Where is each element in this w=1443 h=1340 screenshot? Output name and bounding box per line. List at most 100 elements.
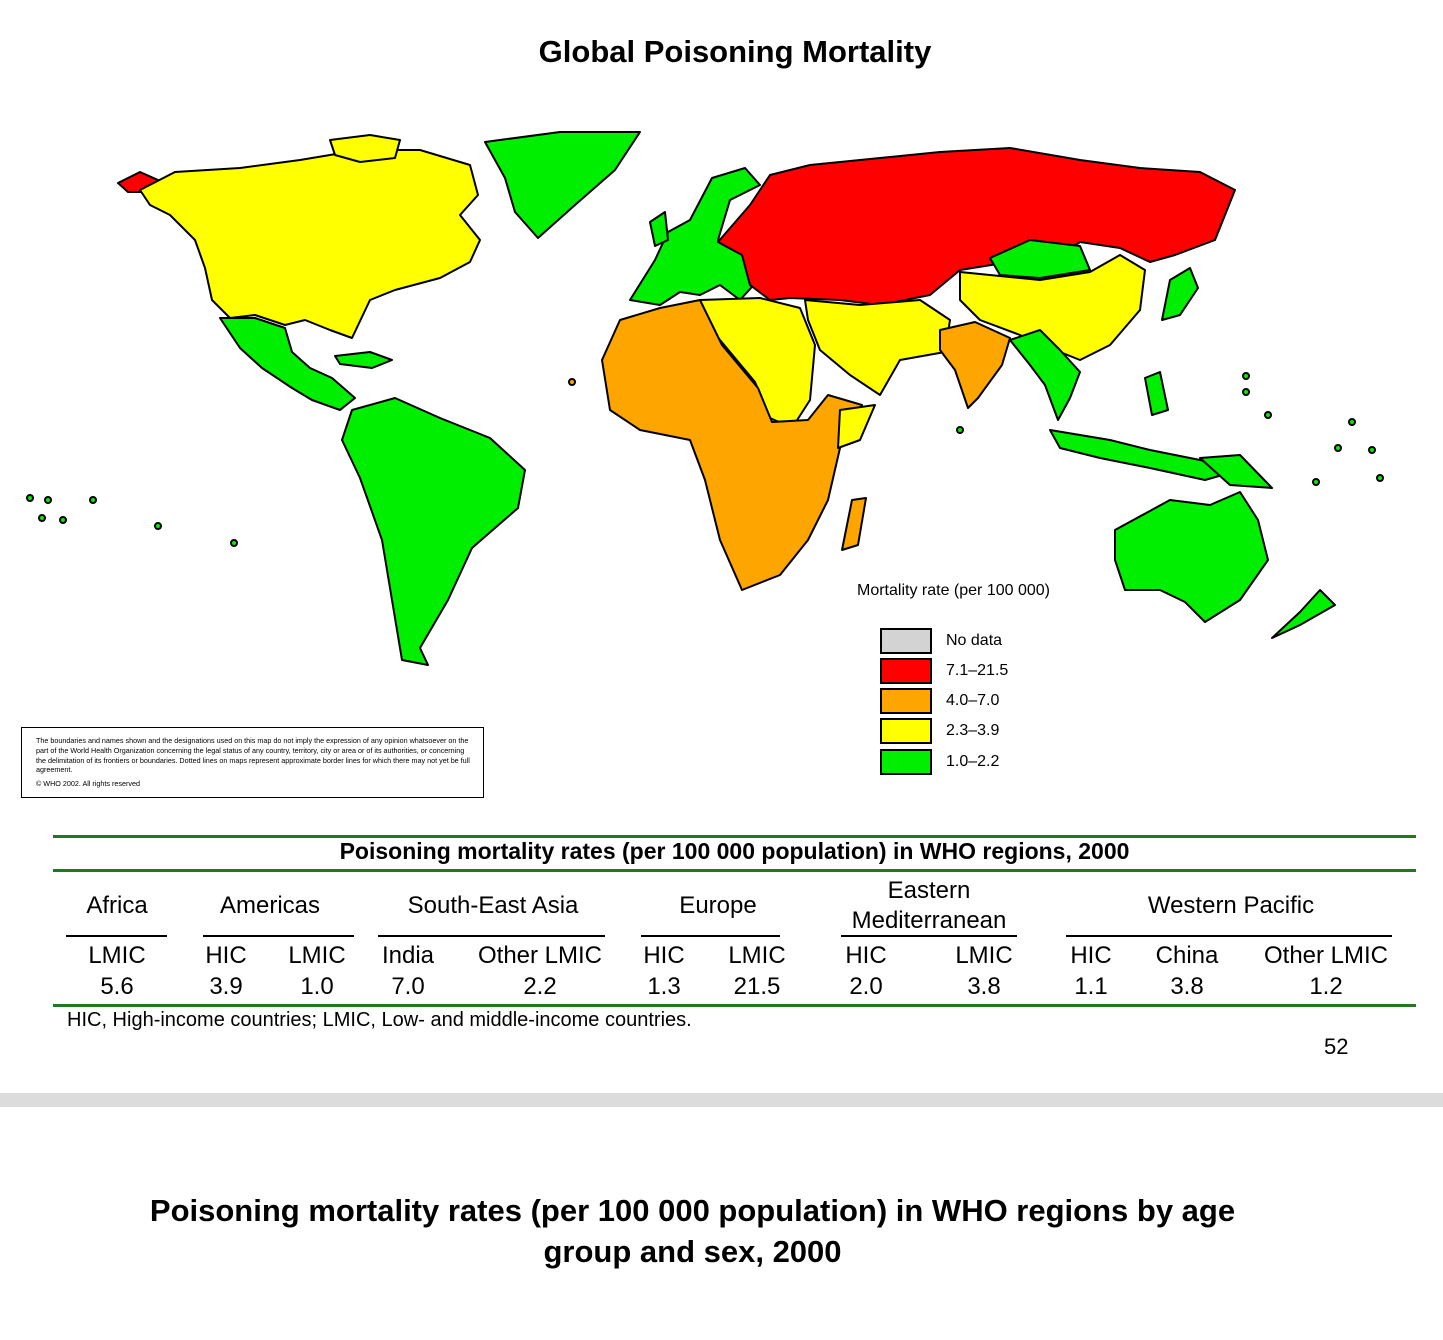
- column-group-label: LMIC: [88, 942, 146, 969]
- column-value: 3.9: [209, 973, 243, 1000]
- region-central-america: [219, 317, 356, 411]
- region-north-america: [139, 149, 481, 339]
- legend-label: 1.0–2.2: [946, 753, 1000, 770]
- island: [1334, 444, 1342, 452]
- region-africa: [601, 299, 863, 591]
- island: [26, 494, 34, 502]
- column-value: 3.8: [967, 973, 1001, 1000]
- island: [38, 514, 46, 522]
- region-underline: [378, 935, 605, 937]
- map-disclaimer: The boundaries and names shown and the d…: [21, 727, 484, 798]
- region-header-line: Eastern: [887, 877, 971, 904]
- legend-item: No data: [880, 626, 1002, 656]
- region-japan: [1161, 267, 1199, 321]
- region-underline: [66, 935, 167, 937]
- column-group-label: LMIC: [288, 942, 346, 969]
- legend-label: 7.1–21.5: [946, 662, 1009, 679]
- region-philippines: [1144, 371, 1169, 416]
- copyright-text: © WHO 2002. All rights reserved: [36, 779, 140, 789]
- island: [89, 496, 97, 504]
- island: [1242, 372, 1250, 380]
- region-underline: [641, 935, 780, 937]
- legend-label: 2.3–3.9: [946, 722, 1000, 739]
- region-somalia: [837, 404, 876, 449]
- region-canada-islands: [329, 134, 401, 163]
- island: [1368, 446, 1376, 454]
- legend-item: 1.0–2.2: [880, 747, 999, 777]
- island: [44, 496, 52, 504]
- legend-swatch: [880, 688, 932, 714]
- column-value: 21.5: [733, 973, 781, 1000]
- region-middle-east: [804, 299, 951, 396]
- column-value: 1.3: [647, 973, 681, 1000]
- island: [1264, 411, 1272, 419]
- column-group-label: LMIC: [955, 942, 1013, 969]
- legend-item: 7.1–21.5: [880, 656, 1008, 686]
- legend-label: No data: [946, 632, 1003, 649]
- region-header-western-pacific: Western Pacific: [1147, 892, 1315, 919]
- region-western-europe: [629, 167, 761, 306]
- region-header-europe: Europe: [679, 892, 757, 919]
- region-header-south-east-asia: South-East Asia: [407, 892, 579, 919]
- region-header-line: Mediterranean: [851, 907, 1007, 934]
- column-value: 1.2: [1309, 973, 1343, 1000]
- legend-swatch: [880, 718, 932, 744]
- column-group-label: Other LMIC: [1263, 942, 1389, 969]
- table-header-rule: [53, 869, 1416, 872]
- column-value: 5.6: [100, 973, 134, 1000]
- table-top-rule: [53, 835, 1416, 838]
- column-group-label: China: [1155, 942, 1219, 969]
- legend-item: 2.3–3.9: [880, 716, 999, 746]
- region-south-america: [341, 397, 526, 666]
- island: [568, 378, 576, 386]
- region-australia: [1114, 491, 1269, 623]
- next-slide-title-line: group and sex, 2000: [543, 1234, 842, 1269]
- region-russia: [717, 147, 1236, 306]
- region-new-guinea: [1199, 454, 1273, 489]
- table-title: Poisoning mortality rates (per 100 000 p…: [339, 838, 1130, 864]
- table-bottom-rule: [53, 1004, 1416, 1007]
- island: [230, 539, 238, 547]
- column-value: 3.8: [1170, 973, 1204, 1000]
- column-group-label: Other LMIC: [477, 942, 603, 969]
- column-value: 2.0: [849, 973, 883, 1000]
- column-group-label: HIC: [1070, 942, 1112, 969]
- region-underline: [841, 935, 1017, 937]
- region-underline: [203, 935, 354, 937]
- column-value: 1.0: [300, 973, 334, 1000]
- region-china: [959, 254, 1146, 361]
- region-header-americas: Americas: [219, 892, 321, 919]
- column-value: 7.0: [391, 973, 425, 1000]
- island: [154, 522, 162, 530]
- next-slide-title-line: Poisoning mortality rates (per 100 000 p…: [149, 1193, 1236, 1228]
- legend-swatch: [880, 749, 932, 775]
- region-underline: [1066, 935, 1392, 937]
- region-new-zealand: [1271, 589, 1336, 639]
- island: [1312, 478, 1320, 486]
- column-group-label: India: [381, 942, 435, 969]
- region-madagascar: [841, 497, 867, 551]
- disclaimer-text: The boundaries and names shown and the d…: [36, 736, 470, 775]
- region-header-africa: Africa: [86, 892, 148, 919]
- column-group-label: LMIC: [728, 942, 786, 969]
- region-caribbean: [334, 351, 393, 369]
- region-uk: [649, 211, 669, 247]
- island: [1376, 474, 1384, 482]
- region-greenland: [484, 131, 641, 239]
- table-footnote: HIC, High-income countries; LMIC, Low- a…: [67, 1009, 692, 1031]
- page-number: 52: [1324, 1034, 1349, 1059]
- column-group-label: HIC: [643, 942, 685, 969]
- column-group-label: HIC: [845, 942, 887, 969]
- column-group-label: HIC: [205, 942, 247, 969]
- next-slide-title: Poisoning mortality rates (per 100 000 p…: [0, 1190, 1385, 1272]
- region-southeast-asia: [1009, 329, 1081, 421]
- slide-title: Global Poisoning Mortality: [538, 34, 932, 69]
- region-india: [939, 321, 1011, 409]
- column-value: 2.2: [523, 973, 557, 1000]
- region-indonesia: [1049, 429, 1241, 481]
- legend-label: 4.0–7.0: [946, 692, 1000, 709]
- island: [1242, 388, 1250, 396]
- island: [956, 426, 964, 434]
- region-header-eastern-mediterranean: Eastern Mediterranean: [852, 876, 1007, 936]
- legend-title: Mortality rate (per 100 000): [857, 582, 1050, 599]
